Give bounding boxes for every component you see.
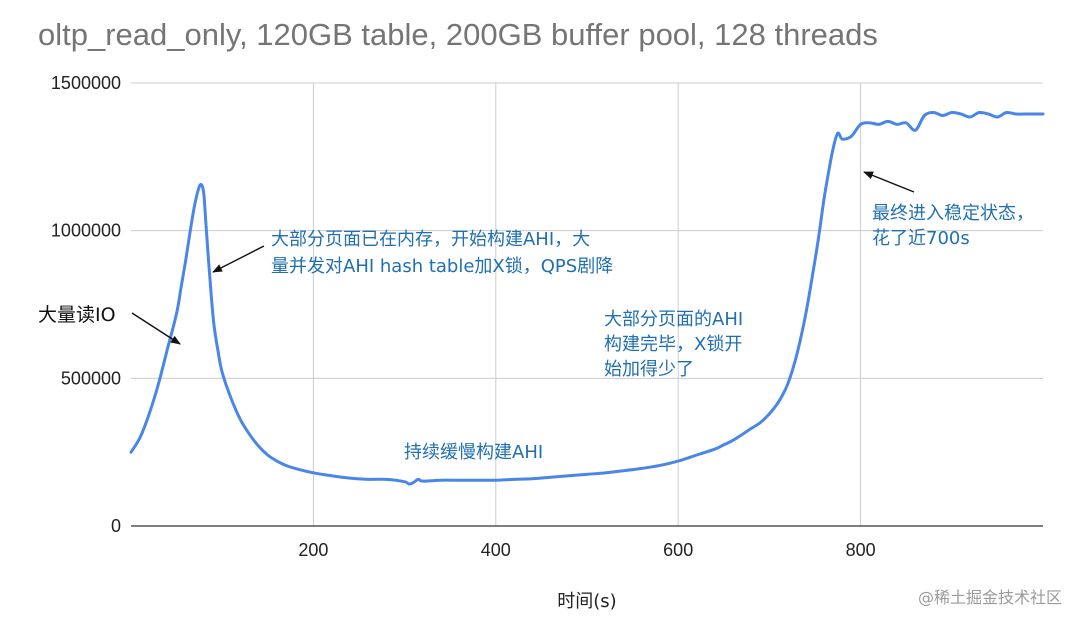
annotation-slow-build: 持续缓慢构建AHI xyxy=(404,442,543,463)
annotation-build-done-line-3: 始加得少了 xyxy=(604,359,694,380)
annotation-arrows xyxy=(131,171,915,345)
y-tick-label-2: 1000000 xyxy=(51,221,121,241)
annotation-qps-drop-line-1: 大部分页面已在内存，开始构建AHI，大 xyxy=(271,229,590,250)
annotation-large-read-io: 大量读IO xyxy=(38,304,116,326)
y-tick-label-0: 0 xyxy=(111,516,121,536)
annotation-build-done-line-2: 构建完毕，X锁开 xyxy=(604,334,742,355)
x-tick-label-2: 600 xyxy=(663,540,693,560)
annotation-large-read-io-line-1: 大量读IO xyxy=(38,304,116,326)
arrow-large-read-io xyxy=(131,312,181,345)
x-tick-label-3: 800 xyxy=(846,540,876,560)
annotation-qps-drop: 大部分页面已在内存，开始构建AHI，大 量并发对AHI hash table加X… xyxy=(271,229,613,277)
annotation-build-done: 大部分页面的AHI 构建完毕，X锁开 始加得少了 xyxy=(604,309,749,380)
series-layer xyxy=(129,110,1045,486)
annotation-stable-state-line-2: 花了近700s xyxy=(872,228,970,249)
series-line-0 xyxy=(129,110,1045,486)
annotation-build-done-line-1: 大部分页面的AHI xyxy=(604,309,743,330)
y-tick-label-1: 500000 xyxy=(61,368,121,388)
arrow-qps-drop xyxy=(212,245,265,273)
annotation-stable-state-line-1: 最终进入稳定状态， xyxy=(872,203,1034,224)
x-tick-label-1: 400 xyxy=(481,540,511,560)
tick-labels: 0 500000 1000000 1500000 200 400 600 800 xyxy=(51,73,876,560)
annotation-qps-drop-line-2: 量并发对AHI hash table加X锁，QPS剧降 xyxy=(271,256,613,277)
watermark: @稀土掘金技术社区 xyxy=(918,588,1062,607)
annotation-stable-state: 最终进入稳定状态， 花了近700s xyxy=(872,203,1040,249)
chart-title: oltp_read_only, 120GB table, 200GB buffe… xyxy=(38,17,878,52)
x-tick-label-0: 200 xyxy=(298,540,328,560)
y-tick-label-3: 1500000 xyxy=(51,73,121,93)
grid-lines xyxy=(131,82,1043,526)
arrow-stable-state xyxy=(863,171,915,193)
annotation-slow-build-line-1: 持续缓慢构建AHI xyxy=(404,442,543,463)
x-axis-label: 时间(s) xyxy=(557,591,616,612)
